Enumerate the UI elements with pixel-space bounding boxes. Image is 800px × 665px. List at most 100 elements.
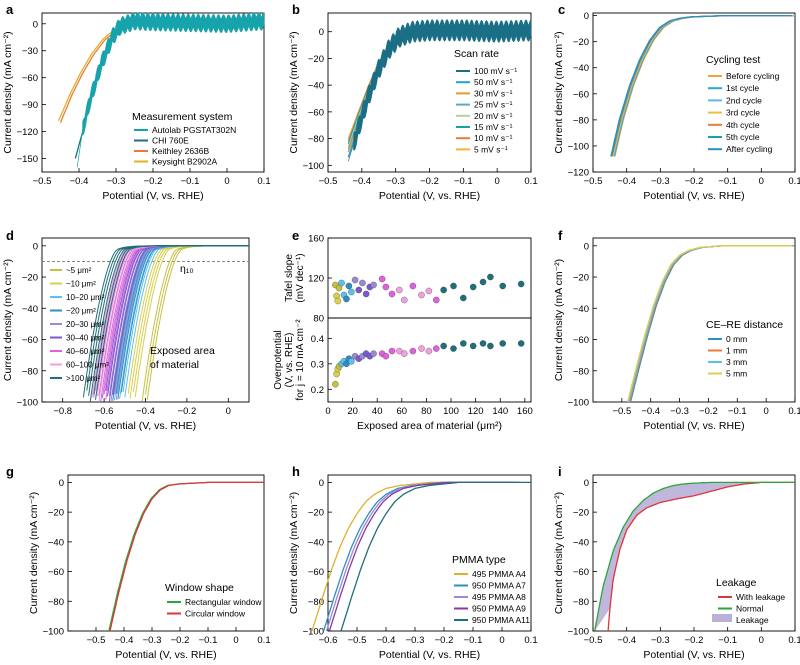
panel-label: a: [6, 2, 14, 17]
tafel-point: [359, 279, 366, 287]
panel-label: c: [558, 2, 565, 17]
x-tick-label: −0.1: [464, 635, 483, 646]
y-tick-label: −20: [308, 54, 324, 65]
data-series-line: [611, 14, 793, 157]
legend-entry: 30 mV s⁻¹: [474, 88, 513, 98]
overpotential-point: [499, 340, 506, 347]
legend-entry: 2nd cycle: [726, 95, 762, 105]
tafel-point: [440, 286, 447, 294]
y-tick-label: 0.4: [311, 334, 324, 345]
legend-swatch: [712, 614, 732, 622]
x-tick-label: −0.5: [348, 635, 367, 646]
data-series-line: [146, 245, 249, 400]
legend-title: Measurement system: [132, 111, 233, 123]
y-tick-label: −60: [22, 73, 38, 84]
legend-title: Leakage: [716, 577, 756, 589]
y-tick-label: 80: [313, 314, 324, 325]
x-tick-label: −0.3: [143, 635, 162, 646]
legend-title: PMMA type: [452, 554, 506, 566]
y-axis-label: (V, vs. RHE): [284, 333, 295, 388]
legend-entry: Before cycling: [726, 71, 780, 81]
y-tick-label: −80: [48, 597, 64, 608]
x-tick-label: −0.4: [617, 635, 636, 646]
x-tick-label: −0.4: [352, 176, 371, 187]
x-axis-label: Potential (V, vs. RHE): [643, 190, 744, 202]
y-tick-label: −40: [573, 304, 589, 315]
y-axis-label: Current density (mA cm⁻²): [288, 492, 300, 614]
x-tick-label: 0: [759, 176, 764, 187]
data-series-line: [340, 481, 531, 632]
panel-b: b 0 −20 −40 −60 −80 −100 −0.5 −0.4 −0.3 −0.2 −0.1 0 0…: [288, 2, 538, 202]
y-axis-label: Overpotential: [273, 330, 284, 389]
x-tick-label: −0.2: [171, 635, 190, 646]
x-axis-label: Potential (V, vs. RHE): [115, 649, 216, 661]
tafel-point: [450, 282, 457, 290]
y-tick-label: −120: [568, 168, 589, 179]
x-tick-label: 0: [233, 635, 238, 646]
tafel-point: [335, 284, 343, 292]
y-tick-label: −80: [573, 597, 589, 608]
x-tick-label: −0.5: [319, 176, 338, 187]
y-tick-label: −100: [303, 627, 324, 638]
tafel-point: [418, 291, 425, 299]
data-series-line: [347, 19, 532, 162]
x-tick-label: −0.4: [136, 406, 155, 417]
y-tick-label: −80: [573, 115, 589, 126]
annotation: of material: [150, 359, 199, 371]
x-tick-label: −0.3: [651, 176, 670, 187]
y-tick-label: −60: [573, 335, 589, 346]
legend-entry: CHI 760E: [152, 136, 189, 146]
y-tick-label: −150: [17, 154, 38, 165]
x-tick-label: 0: [224, 176, 229, 187]
legend-entry: 20–30 μm²: [66, 320, 105, 329]
y-axis-label: Current density (mA cm⁻²): [553, 31, 565, 153]
x-tick-label: −0.1: [718, 635, 737, 646]
x-axis-label: Potential (V, vs. RHE): [643, 649, 744, 661]
panel-label: g: [6, 464, 14, 479]
legend-entry: 20 mV s⁻¹: [474, 111, 513, 121]
tafel-point: [409, 282, 417, 290]
x-tick-label: 0.1: [257, 635, 270, 646]
x-tick-label: 140: [492, 406, 508, 417]
overpotential-point: [469, 342, 477, 350]
tafel-point: [388, 290, 396, 298]
legend-entry: Normal: [736, 604, 764, 614]
x-axis-label: Exposed area of material (μm²): [357, 420, 502, 432]
legend-entry: 1st cycle: [726, 83, 759, 93]
data-series-line: [614, 14, 795, 157]
y-tick-label: −80: [308, 597, 324, 608]
tafel-point: [338, 279, 345, 287]
x-tick-label: −0.4: [617, 176, 636, 187]
legend-entry: 3rd cycle: [726, 108, 760, 118]
legend-entry: ~10 μm²: [66, 280, 96, 289]
legend-title: Window shape: [165, 582, 234, 594]
tafel-point: [469, 283, 477, 291]
overpotential-point: [332, 380, 339, 388]
tafel-point: [517, 280, 525, 288]
y-axis-label: for j = 10 mA cm⁻²: [295, 319, 306, 401]
x-axis-label: Potential (V, vs. RHE): [643, 420, 744, 432]
y-tick-label: −20: [308, 508, 324, 519]
tafel-point: [396, 286, 403, 294]
x-tick-label: −0.4: [377, 635, 396, 646]
y-tick-label: 0: [319, 478, 324, 489]
annotation: Exposed area: [150, 345, 215, 357]
plot-frame: [592, 237, 796, 403]
x-tick-label: −0.4: [641, 406, 660, 417]
legend-entry: Keithley 2636B: [152, 146, 210, 156]
plot-frame: [327, 237, 532, 319]
y-tick-label: 160: [308, 234, 324, 245]
x-tick-label: −0.3: [386, 176, 405, 187]
x-tick-label: 100: [443, 406, 459, 417]
y-tick-label: −100: [568, 141, 589, 152]
legend-title: CE–RE distance: [706, 319, 783, 331]
x-tick-label: −0.2: [144, 176, 163, 187]
panel-a: a 0 −30 −60 −90 −120 −150 −0.5 −0.4 −0.3 −0.2 −0.1 0…: [2, 2, 271, 202]
y-axis-label: Current density (mA cm⁻²): [553, 259, 565, 381]
legend-entry: 950 PMMA A11: [472, 615, 530, 625]
legend-entry: 5 mm: [726, 369, 747, 379]
x-tick-label: −0.6: [95, 406, 114, 417]
legend-entry: 25 mV s⁻¹: [474, 100, 513, 110]
legend-entry: Circular window: [185, 609, 246, 619]
